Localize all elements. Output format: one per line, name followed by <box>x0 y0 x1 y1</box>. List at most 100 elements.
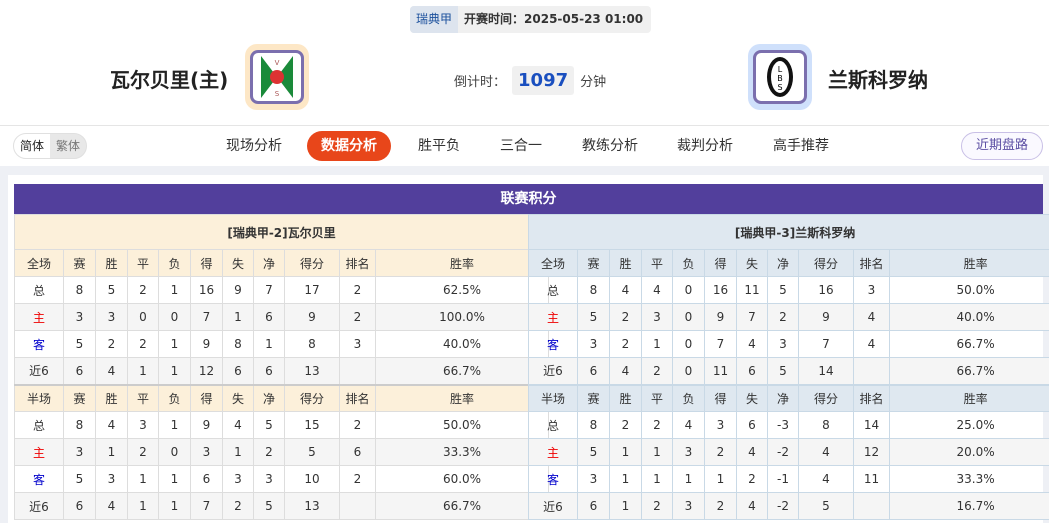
column-header: 失 <box>736 383 768 412</box>
table-cell: 2 <box>641 492 673 520</box>
table-cell: 1 <box>641 438 673 466</box>
table-cell: 2 <box>253 438 285 466</box>
table-cell: 3 <box>339 330 376 358</box>
svg-text:S: S <box>777 83 782 92</box>
column-header: 胜率 <box>375 249 549 277</box>
away-team-name[interactable]: 兰斯科罗纳 <box>828 68 928 92</box>
table-cell: 3 <box>853 276 890 304</box>
table-cell: 0 <box>672 330 705 358</box>
row-label: 主 <box>14 303 64 331</box>
table-cell: 2 <box>127 276 159 304</box>
table-cell <box>339 357 376 385</box>
svg-text:B: B <box>777 74 783 83</box>
table-cell: 3 <box>672 492 705 520</box>
table-cell: 7 <box>190 492 223 520</box>
tab-data-analysis[interactable]: 数据分析 <box>307 131 391 161</box>
column-header: 平 <box>127 383 159 412</box>
column-header: 胜率 <box>888 249 1049 277</box>
column-header: 半场 <box>528 383 578 412</box>
table-cell: 6 <box>222 357 254 385</box>
column-header: 净 <box>253 383 285 412</box>
table-cell: 4 <box>95 492 128 520</box>
table-cell: 7 <box>798 330 854 358</box>
table-row: 客 3 2 1 0 7 4 3 7 4 66.7% <box>528 330 1049 358</box>
table-cell: 2 <box>339 465 376 493</box>
tab-coach-analysis[interactable]: 教练分析 <box>582 138 638 154</box>
home-team-name[interactable]: 瓦尔贝里(主) <box>110 68 229 92</box>
table-cell: 66.7% <box>888 330 1049 358</box>
table-row: 主 3 1 2 0 3 1 2 5 6 33.3% <box>14 438 549 466</box>
table-cell: 2 <box>222 492 254 520</box>
column-header: 胜 <box>95 383 128 412</box>
table-cell: 5 <box>284 438 340 466</box>
table-cell: 8 <box>798 411 854 439</box>
table-cell: 9 <box>284 303 340 331</box>
table-cell: 14 <box>798 357 854 385</box>
table-cell: 1 <box>127 357 159 385</box>
table-cell: 1 <box>127 465 159 493</box>
table-cell: 11 <box>736 276 768 304</box>
tab-three-in-one[interactable]: 三合一 <box>500 138 542 154</box>
column-header: 胜 <box>609 383 642 412</box>
table-cell: 2 <box>609 330 642 358</box>
tab-win-draw-lose[interactable]: 胜平负 <box>418 138 460 154</box>
table-cell: 0 <box>672 357 705 385</box>
table-cell: 4 <box>95 357 128 385</box>
table-cell: 3 <box>63 438 96 466</box>
table-cell: 17 <box>284 276 340 304</box>
table-cell: 50.0% <box>888 276 1049 304</box>
recent-odds-button[interactable]: 近期盘路 <box>961 132 1043 160</box>
table-cell: 12 <box>853 438 890 466</box>
tab-live-analysis[interactable]: 现场分析 <box>226 138 282 154</box>
table-cell: 2 <box>641 357 673 385</box>
table-row: 客 3 1 1 1 1 2 -1 4 11 33.3% <box>528 465 1049 493</box>
table-cell: 4 <box>798 438 854 466</box>
table-cell: 2 <box>339 303 376 331</box>
column-header: 得 <box>704 383 737 412</box>
countdown-value: 1097 <box>512 66 575 95</box>
table-cell: 1 <box>95 438 128 466</box>
table-cell: 9 <box>798 303 854 331</box>
table-cell: 1 <box>158 411 191 439</box>
row-label: 总 <box>528 276 578 304</box>
table-cell: 2 <box>736 465 768 493</box>
table-cell: 1 <box>609 492 642 520</box>
table-cell: 9 <box>704 303 737 331</box>
column-header: 平 <box>127 249 159 277</box>
team-standings-title: [瑞典甲-3]兰斯科罗纳 <box>527 214 1049 250</box>
tab-expert-picks[interactable]: 高手推荐 <box>773 138 829 154</box>
table-cell: 1 <box>641 330 673 358</box>
table-cell: 4 <box>853 303 890 331</box>
language-toggle: 简体 繁体 <box>13 133 88 159</box>
table-cell: 2 <box>339 411 376 439</box>
column-header: 赛 <box>577 383 610 412</box>
column-header: 赛 <box>577 249 610 277</box>
lang-simplified[interactable]: 简体 <box>14 134 51 158</box>
analysis-tabs: 现场分析 数据分析 胜平负 三合一 教练分析 裁判分析 高手推荐 <box>0 131 1049 161</box>
table-cell: 4 <box>672 411 705 439</box>
column-header: 负 <box>672 383 705 412</box>
table-cell: 7 <box>736 303 768 331</box>
row-label: 近6 <box>528 492 578 520</box>
row-label: 客 <box>528 465 578 493</box>
table-row: 近6 6 1 2 3 2 4 -2 5 16.7% <box>528 492 1049 520</box>
table-cell: 15 <box>284 411 340 439</box>
table-row: 主 5 2 3 0 9 7 2 9 4 40.0% <box>528 303 1049 331</box>
team-standings-title: [瑞典甲-2]瓦尔贝里 <box>14 214 549 250</box>
table-cell: 0 <box>127 303 159 331</box>
tab-referee-analysis[interactable]: 裁判分析 <box>677 138 733 154</box>
table-cell: 4 <box>609 276 642 304</box>
table-cell: 2 <box>609 411 642 439</box>
table-cell: 8 <box>222 330 254 358</box>
svg-text:L: L <box>778 65 783 74</box>
table-cell: -3 <box>767 411 799 439</box>
table-cell: 3 <box>127 411 159 439</box>
table-cell: 4 <box>798 465 854 493</box>
lang-traditional[interactable]: 繁体 <box>56 139 81 153</box>
table-cell: 2 <box>767 303 799 331</box>
league-badge[interactable]: 瑞典甲 <box>410 6 459 33</box>
column-header: 净 <box>767 383 799 412</box>
column-header: 排名 <box>339 383 376 412</box>
